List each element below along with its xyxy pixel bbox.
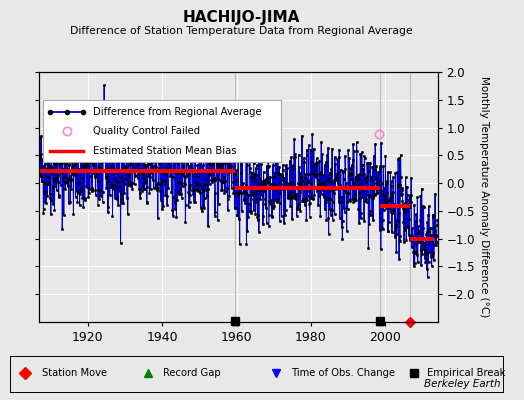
Text: HACHIJO-JIMA: HACHIJO-JIMA xyxy=(182,10,300,25)
Text: Difference from Regional Average: Difference from Regional Average xyxy=(93,107,261,118)
Text: Quality Control Failed: Quality Control Failed xyxy=(93,126,200,136)
Text: Time of Obs. Change: Time of Obs. Change xyxy=(291,368,396,378)
Text: Berkeley Earth: Berkeley Earth xyxy=(424,379,500,389)
Text: Record Gap: Record Gap xyxy=(163,368,221,378)
Y-axis label: Monthly Temperature Anomaly Difference (°C): Monthly Temperature Anomaly Difference (… xyxy=(479,76,489,318)
Text: Difference of Station Temperature Data from Regional Average: Difference of Station Temperature Data f… xyxy=(70,26,412,36)
Text: Station Move: Station Move xyxy=(42,368,107,378)
Text: Estimated Station Mean Bias: Estimated Station Mean Bias xyxy=(93,146,236,156)
Text: Empirical Break: Empirical Break xyxy=(427,368,505,378)
